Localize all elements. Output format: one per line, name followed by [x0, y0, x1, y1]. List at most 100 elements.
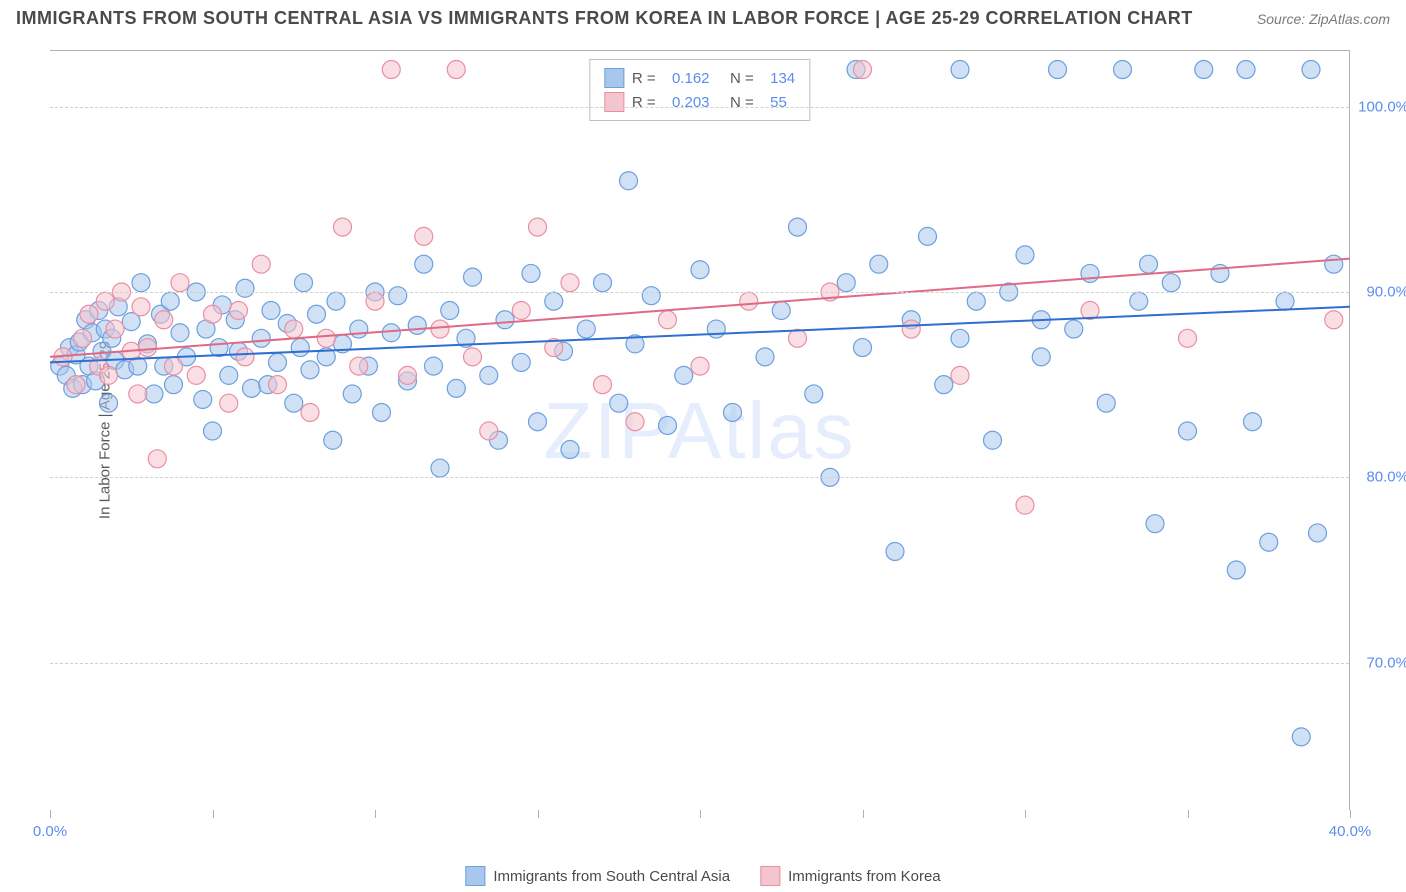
y-tick-label: 80.0%: [1354, 469, 1406, 486]
scatter-point: [220, 366, 238, 384]
scatter-point: [262, 302, 280, 320]
scatter-point: [100, 394, 118, 412]
y-tick-label: 70.0%: [1354, 654, 1406, 671]
scatter-point: [161, 292, 179, 310]
legend-series-item: Immigrants from Korea: [760, 866, 941, 886]
scatter-point: [594, 274, 612, 292]
scatter-point: [334, 218, 352, 236]
scatter-point: [236, 348, 254, 366]
scatter-point: [106, 320, 124, 338]
scatter-point: [1016, 496, 1034, 514]
legend-correlation-box: R = 0.162 N = 134R = 0.203 N = 55: [589, 59, 810, 121]
grid-line: [50, 477, 1349, 478]
scatter-point: [620, 172, 638, 190]
scatter-point: [269, 353, 287, 371]
scatter-point: [854, 339, 872, 357]
scatter-point: [269, 376, 287, 394]
scatter-point: [415, 255, 433, 273]
scatter-point: [561, 274, 579, 292]
scatter-point: [96, 292, 114, 310]
scatter-point: [132, 274, 150, 292]
scatter-point: [295, 274, 313, 292]
scatter-point: [148, 450, 166, 468]
scatter-point: [67, 376, 85, 394]
n-label: N =: [718, 94, 763, 111]
scatter-point: [886, 542, 904, 560]
scatter-point: [529, 218, 547, 236]
scatter-point: [165, 376, 183, 394]
n-value: 134: [770, 70, 795, 87]
scatter-point: [285, 320, 303, 338]
scatter-point: [480, 422, 498, 440]
scatter-point: [805, 385, 823, 403]
legend-series-label: Immigrants from South Central Asia: [493, 868, 730, 885]
legend-series-item: Immigrants from South Central Asia: [465, 866, 730, 886]
scatter-point: [415, 227, 433, 245]
legend-swatch: [760, 866, 780, 886]
legend-swatch: [604, 92, 624, 112]
scatter-point: [308, 305, 326, 323]
legend-swatch: [604, 68, 624, 88]
grid-line: [50, 292, 1349, 293]
scatter-point: [691, 357, 709, 375]
scatter-point: [854, 61, 872, 79]
scatter-point: [285, 394, 303, 412]
chart-plot-area: ZIPAtlas R = 0.162 N = 134R = 0.203 N = …: [50, 50, 1350, 810]
scatter-point: [967, 292, 985, 310]
scatter-point: [691, 261, 709, 279]
scatter-point: [1292, 728, 1310, 746]
scatter-point: [1146, 515, 1164, 533]
scatter-point: [951, 366, 969, 384]
scatter-point: [139, 339, 157, 357]
scatter-point: [496, 311, 514, 329]
scatter-point: [382, 61, 400, 79]
n-value: 55: [770, 94, 787, 111]
scatter-point: [707, 320, 725, 338]
scatter-point: [837, 274, 855, 292]
scatter-point: [301, 361, 319, 379]
x-tick: [700, 810, 701, 818]
scatter-point: [431, 320, 449, 338]
scatter-point: [132, 298, 150, 316]
n-label: N =: [718, 70, 763, 87]
chart-header: IMMIGRANTS FROM SOUTH CENTRAL ASIA VS IM…: [16, 8, 1390, 29]
scatter-point: [1162, 274, 1180, 292]
x-tick: [538, 810, 539, 818]
scatter-point: [425, 357, 443, 375]
scatter-point: [529, 413, 547, 431]
scatter-point: [1114, 61, 1132, 79]
scatter-point: [789, 218, 807, 236]
scatter-point: [220, 394, 238, 412]
scatter-point: [389, 287, 407, 305]
scatter-point: [252, 255, 270, 273]
scatter-point: [204, 422, 222, 440]
scatter-point: [902, 320, 920, 338]
scatter-point: [1179, 422, 1197, 440]
scatter-point: [480, 366, 498, 384]
scatter-point: [545, 292, 563, 310]
scatter-point: [399, 366, 417, 384]
scatter-point: [441, 302, 459, 320]
legend-stat-row: R = 0.203 N = 55: [604, 90, 795, 114]
scatter-point: [187, 366, 205, 384]
x-tick: [213, 810, 214, 818]
scatter-point: [145, 385, 163, 403]
scatter-point: [577, 320, 595, 338]
scatter-point: [155, 311, 173, 329]
scatter-point: [1097, 394, 1115, 412]
scatter-point: [243, 379, 261, 397]
scatter-point: [984, 431, 1002, 449]
scatter-plot-svg: [50, 51, 1349, 810]
scatter-point: [447, 61, 465, 79]
scatter-point: [1130, 292, 1148, 310]
legend-series: Immigrants from South Central Asia Immigr…: [465, 866, 940, 886]
scatter-point: [1237, 61, 1255, 79]
scatter-point: [129, 385, 147, 403]
scatter-point: [301, 403, 319, 421]
legend-stat-row: R = 0.162 N = 134: [604, 66, 795, 90]
scatter-point: [1244, 413, 1262, 431]
scatter-point: [350, 357, 368, 375]
scatter-point: [935, 376, 953, 394]
scatter-point: [512, 353, 530, 371]
scatter-point: [194, 390, 212, 408]
